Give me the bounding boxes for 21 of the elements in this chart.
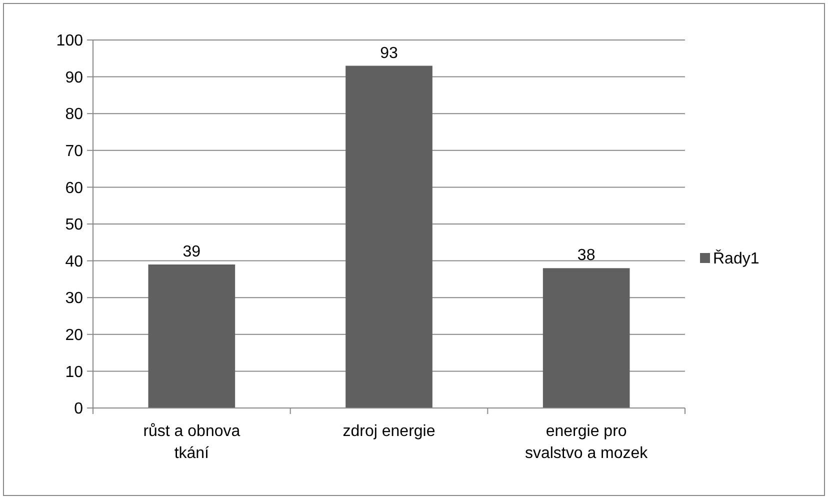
y-tick-label: 90 — [65, 69, 84, 86]
bar — [346, 66, 432, 408]
y-tick-label: 50 — [65, 216, 84, 234]
y-tick-label: 80 — [65, 106, 84, 124]
y-tick-label: 10 — [65, 364, 84, 381]
x-tick-label: energie pro svalstvo a mozek — [524, 423, 649, 462]
data-label: 39 — [182, 243, 201, 260]
legend-label: Řady1 — [713, 250, 760, 268]
y-tick-label: 0 — [74, 400, 84, 418]
y-tick-label: 20 — [65, 327, 84, 344]
data-label: 38 — [577, 247, 596, 264]
y-tick-label: 60 — [65, 180, 84, 197]
y-tick-label: 70 — [65, 143, 84, 160]
y-tick-label: 30 — [65, 290, 84, 308]
bar — [148, 264, 236, 408]
y-tick-label: 100 — [56, 32, 84, 50]
data-label: 93 — [380, 44, 398, 62]
x-tick-label: zdroj energie — [342, 423, 436, 440]
y-tick-label: 40 — [65, 253, 84, 270]
x-tick-label: růst a obnova tkání — [143, 423, 240, 462]
bar — [542, 268, 630, 408]
